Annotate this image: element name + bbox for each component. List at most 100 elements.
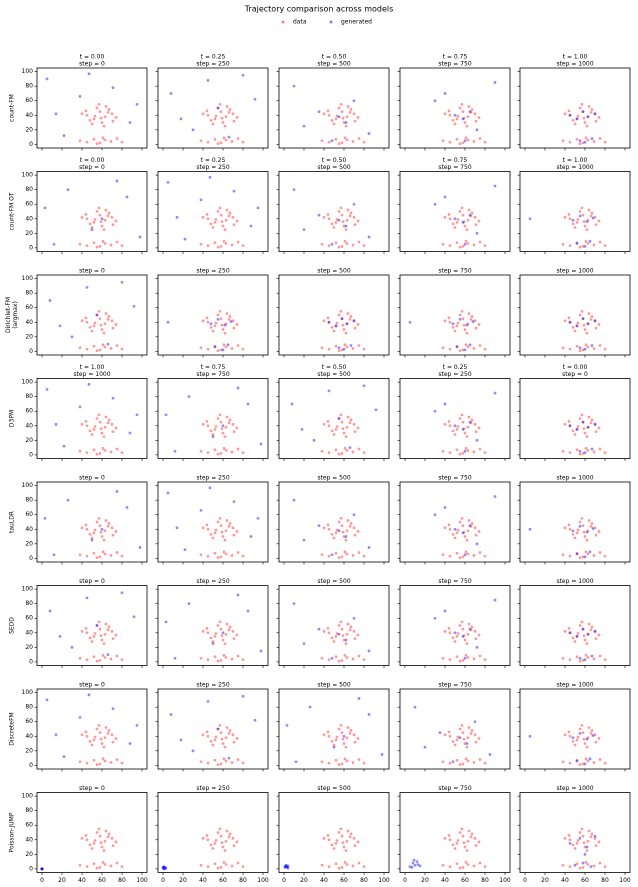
data-point bbox=[362, 658, 366, 662]
generated-point bbox=[367, 546, 371, 549]
generated-point bbox=[571, 736, 575, 740]
y-tick-label: 100 bbox=[22, 586, 34, 593]
data-point bbox=[115, 344, 119, 347]
data-point bbox=[458, 763, 462, 767]
data-point bbox=[241, 761, 245, 765]
generated-point bbox=[578, 214, 582, 218]
data-point bbox=[345, 552, 349, 556]
data-point bbox=[343, 343, 347, 347]
data-point bbox=[98, 555, 102, 559]
data-point bbox=[473, 733, 477, 737]
generated-point bbox=[588, 757, 592, 761]
data-point bbox=[85, 631, 89, 635]
data-point bbox=[114, 530, 118, 533]
data-point bbox=[102, 849, 106, 853]
data-point bbox=[587, 312, 591, 315]
data-point bbox=[483, 140, 487, 144]
data-point bbox=[340, 762, 344, 766]
data-point bbox=[466, 138, 470, 142]
panel-title: t = 0.50 bbox=[322, 157, 347, 164]
data-point bbox=[573, 433, 577, 436]
data-point bbox=[102, 331, 106, 335]
data-point bbox=[320, 553, 324, 557]
data-point bbox=[334, 551, 338, 555]
data-point bbox=[322, 629, 326, 633]
data-point bbox=[78, 139, 82, 143]
data-point bbox=[343, 860, 347, 864]
data-point bbox=[455, 635, 459, 638]
data-point bbox=[337, 520, 341, 524]
data-point bbox=[467, 829, 471, 833]
data-point bbox=[223, 642, 227, 646]
x-tick-label: 80 bbox=[118, 877, 126, 884]
data-point bbox=[477, 633, 481, 637]
data-point bbox=[585, 538, 589, 542]
data-point bbox=[332, 743, 336, 747]
data-point bbox=[586, 322, 590, 326]
data-point bbox=[467, 519, 471, 522]
data-point bbox=[455, 241, 459, 245]
data-point bbox=[592, 761, 596, 764]
data-point bbox=[345, 449, 349, 452]
data-point bbox=[92, 862, 96, 866]
panel-title: step = 250 bbox=[196, 268, 229, 275]
data-point bbox=[120, 554, 124, 558]
data-point bbox=[581, 524, 585, 528]
data-point bbox=[230, 864, 234, 868]
data-point bbox=[469, 628, 473, 632]
data-point bbox=[214, 528, 218, 532]
y-tick-label: 60 bbox=[25, 304, 33, 311]
data-point bbox=[103, 839, 107, 843]
data-point bbox=[467, 622, 471, 626]
data-point bbox=[225, 622, 229, 626]
data-point bbox=[109, 243, 113, 247]
generated-point bbox=[578, 731, 582, 735]
data-point bbox=[441, 656, 445, 660]
data-point bbox=[586, 529, 590, 533]
panel-title: step = 0 bbox=[79, 475, 105, 482]
plot-frame bbox=[157, 274, 269, 356]
generated-point bbox=[334, 324, 338, 328]
data-point bbox=[463, 224, 467, 228]
data-point bbox=[236, 240, 240, 244]
generated-point bbox=[461, 531, 465, 535]
data-point bbox=[478, 447, 482, 451]
panel-title: t = 1.00 bbox=[563, 54, 588, 61]
panel-title: step = 1000 bbox=[556, 268, 593, 275]
data-point bbox=[464, 860, 468, 864]
generated-point bbox=[100, 527, 104, 531]
data-point bbox=[224, 345, 228, 349]
data-point bbox=[103, 138, 107, 142]
data-point bbox=[320, 760, 324, 764]
data-point bbox=[103, 322, 107, 326]
data-point bbox=[462, 323, 466, 327]
data-point bbox=[222, 860, 226, 864]
generated-point bbox=[585, 530, 589, 534]
data-point bbox=[219, 834, 223, 838]
x-tick-label: 0 bbox=[282, 877, 286, 884]
data-point bbox=[567, 109, 571, 113]
data-point bbox=[483, 347, 487, 351]
data-point bbox=[88, 739, 92, 743]
data-point bbox=[107, 625, 111, 629]
panel-title: t = 0.50 bbox=[322, 364, 347, 371]
data-point bbox=[216, 659, 220, 663]
data-point bbox=[345, 322, 349, 326]
data-point bbox=[221, 845, 225, 849]
data-point bbox=[343, 239, 347, 243]
generated-point bbox=[411, 861, 415, 865]
panel-title: t = 0.00 bbox=[80, 157, 105, 164]
data-point bbox=[219, 555, 223, 559]
data-point bbox=[327, 554, 331, 558]
generated-point bbox=[433, 409, 437, 413]
data-point bbox=[85, 527, 89, 531]
generated-point bbox=[45, 77, 49, 81]
data-point bbox=[231, 422, 235, 426]
data-point bbox=[590, 832, 594, 836]
data-point bbox=[340, 452, 344, 455]
generated-point bbox=[48, 609, 52, 613]
data-point bbox=[205, 730, 209, 734]
panel-title: step = 750 bbox=[438, 682, 471, 689]
data-point bbox=[575, 758, 579, 762]
data-point bbox=[464, 343, 468, 347]
